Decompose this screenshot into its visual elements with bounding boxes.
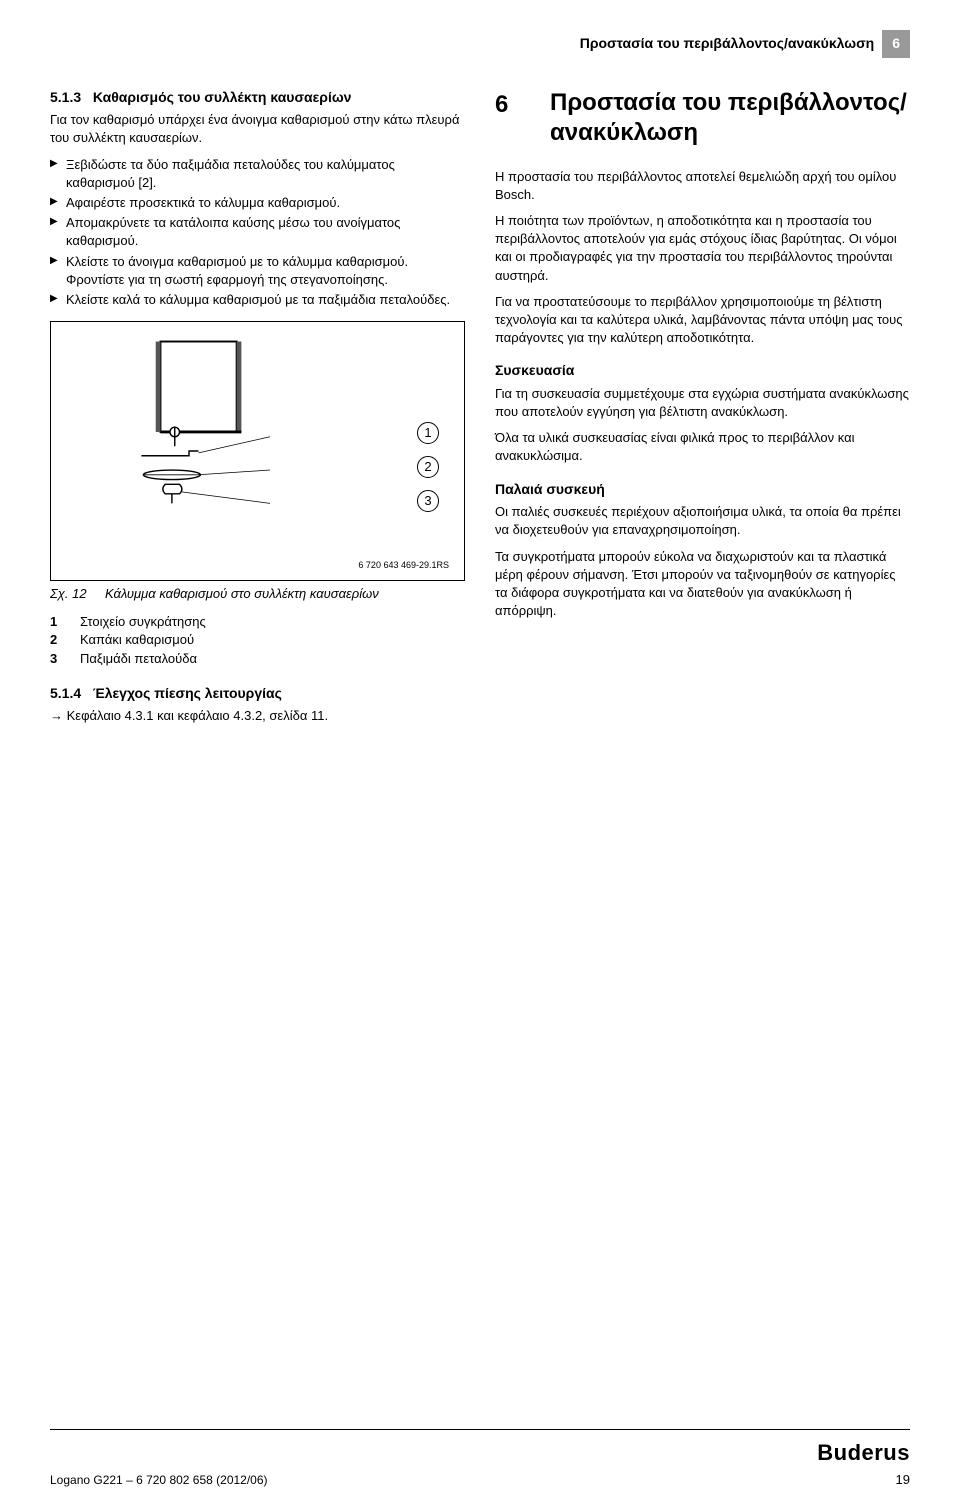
page-footer: Logano G221 – 6 720 802 658 (2012/06) Bu… bbox=[50, 1429, 910, 1489]
legend-num: 3 bbox=[50, 650, 80, 668]
old-device-heading: Παλαιά συσκευή bbox=[495, 480, 910, 500]
section-number: 5.1.3 bbox=[50, 89, 81, 105]
header-title: Προστασία του περιβάλλοντος/ανακύκλωση bbox=[580, 30, 875, 58]
body-paragraph: Για να προστατεύσουμε το περιβάλλον χρησ… bbox=[495, 293, 910, 348]
figure-callouts: 1 2 3 bbox=[417, 422, 439, 524]
main-section-title: Προστασία του περιβάλλοντος/ ανακύκλωση bbox=[550, 88, 910, 148]
figure-number: Σχ. 12 bbox=[50, 585, 105, 603]
main-section-number: 6 bbox=[495, 88, 550, 148]
page-number: 19 bbox=[817, 1471, 910, 1489]
page-header: Προστασία του περιβάλλοντος/ανακύκλωση 6 bbox=[50, 30, 910, 58]
body-paragraph: Η προστασία του περιβάλλοντος αποτελεί θ… bbox=[495, 168, 910, 204]
legend-text: Καπάκι καθαρισμού bbox=[80, 631, 194, 649]
legend-row: 3 Παξιμάδι πεταλούδα bbox=[50, 650, 465, 668]
legend-num: 2 bbox=[50, 631, 80, 649]
figure-caption-text: Κάλυμμα καθαρισμού στο συλλέκτη καυσαερί… bbox=[105, 585, 379, 603]
instruction-item: Ξεβιδώστε τα δύο παξιμάδια πεταλούδες το… bbox=[50, 156, 465, 192]
section-title: Έλεγχος πίεσης λειτουργίας bbox=[93, 685, 282, 701]
brand-logo: Buderus bbox=[817, 1438, 910, 1469]
instruction-item: Απομακρύνετε τα κατάλοιπα καύσης μέσω το… bbox=[50, 214, 465, 250]
body-paragraph: Οι παλιές συσκευές περιέχουν αξιοποιήσιμ… bbox=[495, 503, 910, 539]
figure-drawing bbox=[61, 332, 336, 522]
figure-12: 1 2 3 6 720 643 469-29.1RS bbox=[50, 321, 465, 581]
figure-caption: Σχ. 12 Κάλυμμα καθαρισμού στο συλλέκτη κ… bbox=[50, 585, 465, 603]
callout-2: 2 bbox=[417, 456, 439, 478]
cross-reference: Κεφάλαιο 4.3.1 και κεφάλαιο 4.3.2, σελίδ… bbox=[50, 707, 465, 725]
intro-paragraph: Για τον καθαρισμό υπάρχει ένα άνοιγμα κα… bbox=[50, 111, 465, 147]
body-paragraph: Η ποιότητα των προϊόντων, η αποδοτικότητ… bbox=[495, 212, 910, 285]
footer-doc-id: Logano G221 – 6 720 802 658 (2012/06) bbox=[50, 1472, 268, 1489]
body-paragraph: Τα συγκροτήματα μπορούν εύκολα να διαχωρ… bbox=[495, 548, 910, 621]
section-6-heading: 6 Προστασία του περιβάλλοντος/ ανακύκλωσ… bbox=[495, 88, 910, 148]
right-column: 6 Προστασία του περιβάλλοντος/ ανακύκλωσ… bbox=[495, 88, 910, 1389]
body-paragraph: Για τη συσκευασία συμμετέχουμε στα εγχώρ… bbox=[495, 385, 910, 421]
header-chapter-number: 6 bbox=[882, 30, 910, 58]
left-column: 5.1.3 Καθαρισμός του συλλέκτη καυσαερίων… bbox=[50, 88, 465, 1389]
callout-3: 3 bbox=[417, 490, 439, 512]
instruction-list: Ξεβιδώστε τα δύο παξιμάδια πεταλούδες το… bbox=[50, 156, 465, 310]
brand-name: Buderus bbox=[817, 1440, 910, 1465]
instruction-item: Κλείστε καλά το κάλυμμα καθαρισμού με τα… bbox=[50, 291, 465, 309]
instruction-item: Κλείστε το άνοιγμα καθαρισμού με το κάλυ… bbox=[50, 253, 465, 289]
figure-legend: 1 Στοιχείο συγκράτησης 2 Καπάκι καθαρισμ… bbox=[50, 613, 465, 668]
legend-row: 1 Στοιχείο συγκράτησης bbox=[50, 613, 465, 631]
callout-1: 1 bbox=[417, 422, 439, 444]
legend-text: Στοιχείο συγκράτησης bbox=[80, 613, 206, 631]
body-paragraph: Όλα τα υλικά συσκευασίας είναι φιλικά πρ… bbox=[495, 429, 910, 465]
section-number: 5.1.4 bbox=[50, 685, 81, 701]
figure-reference-code: 6 720 643 469-29.1RS bbox=[358, 559, 449, 572]
section-5-1-3-heading: 5.1.3 Καθαρισμός του συλλέκτη καυσαερίων bbox=[50, 88, 465, 108]
legend-text: Παξιμάδι πεταλούδα bbox=[80, 650, 197, 668]
section-5-1-4-heading: 5.1.4 Έλεγχος πίεσης λειτουργίας bbox=[50, 684, 465, 704]
instruction-item: Αφαιρέστε προσεκτικά το κάλυμμα καθαρισμ… bbox=[50, 194, 465, 212]
legend-num: 1 bbox=[50, 613, 80, 631]
packaging-heading: Συσκευασία bbox=[495, 361, 910, 381]
legend-row: 2 Καπάκι καθαρισμού bbox=[50, 631, 465, 649]
section-title: Καθαρισμός του συλλέκτη καυσαερίων bbox=[93, 89, 352, 105]
